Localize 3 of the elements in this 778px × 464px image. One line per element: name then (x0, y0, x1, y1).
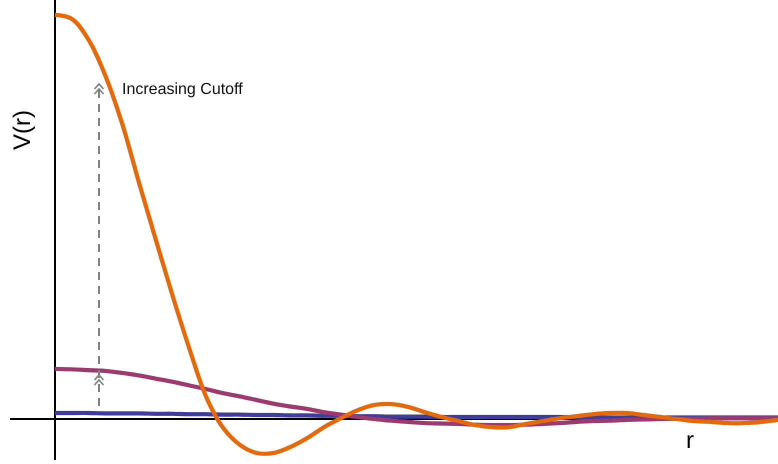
x-axis-title: r (686, 427, 694, 454)
y-axis-title: V(r) (9, 110, 36, 150)
annotation: Increasing Cutoff (122, 81, 244, 98)
